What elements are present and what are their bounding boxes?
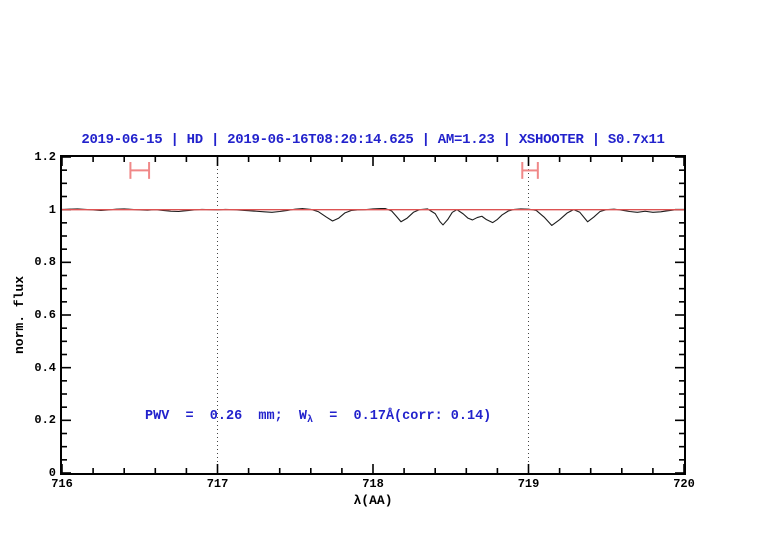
x-axis-label: λ(AA): [353, 493, 393, 508]
observed-spectrum: [62, 208, 684, 227]
plot-frame: [60, 155, 686, 475]
x-tick-label: 720: [673, 477, 695, 491]
plot-title: 2019-06-15 | HD | 2019-06-16T08:20:14.62…: [81, 132, 665, 148]
y-tick-label: 0.6: [34, 308, 56, 322]
pwv-annotation-pre: PWV = 0.26 mm; W: [145, 409, 308, 424]
y-tick-label: 0.8: [34, 255, 56, 270]
y-tick-label: 1.2: [34, 150, 56, 164]
y-tick-label: 0.2: [34, 413, 56, 428]
x-tick-label: 718: [362, 477, 384, 491]
pwv-annotation-post: = 0.17Å(corr: 0.14): [313, 409, 492, 424]
y-tick-label: 1: [48, 202, 56, 217]
x-tick-label: 716: [51, 477, 73, 491]
x-tick-label: 719: [517, 477, 540, 491]
y-tick-label: 0: [48, 466, 56, 480]
y-tick-label: 0.4: [34, 360, 56, 375]
pwv-annotation-sub: λ: [307, 415, 314, 426]
plot-area: [62, 157, 684, 473]
x-tick-label: 717: [206, 477, 229, 491]
pwv-annotation: PWV = 0.26 mm; Wλ = 0.17Å(corr: 0.14): [145, 408, 491, 429]
